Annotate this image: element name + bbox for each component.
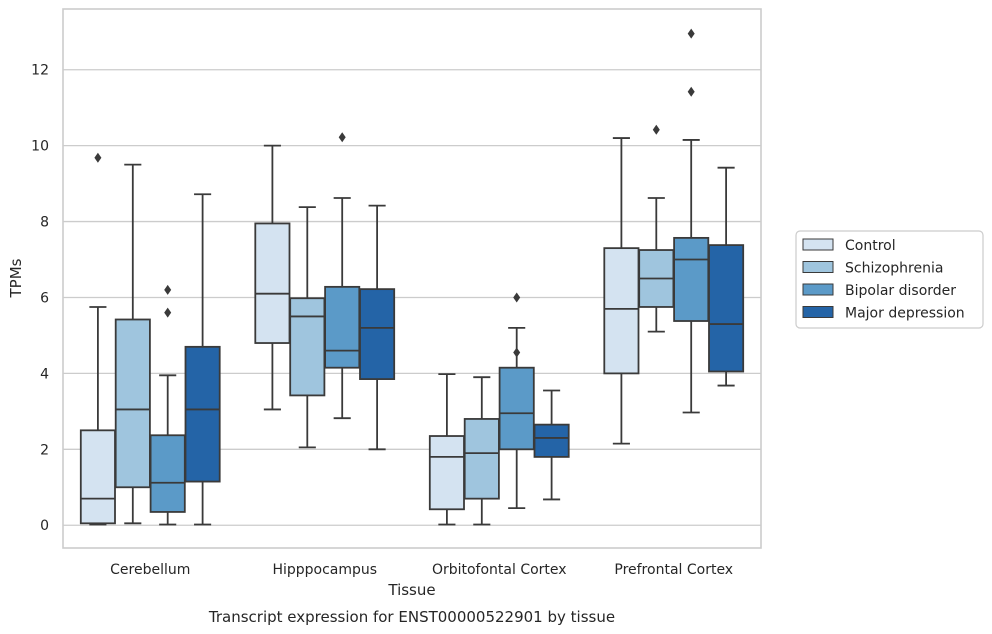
box-plot-groups	[79, 28, 745, 526]
box-group	[463, 376, 500, 526]
x-tick-label: Orbitofontal Cortex	[432, 562, 567, 578]
box-iqr	[149, 434, 186, 513]
outlier-point	[652, 124, 660, 135]
box-iqr	[184, 345, 221, 483]
x-tick-label: Prefrontal Cortex	[614, 562, 733, 578]
legend-swatch	[802, 238, 834, 251]
box-iqr	[289, 297, 326, 397]
y-tick-label: 8	[40, 215, 49, 231]
y-tick-label: 6	[40, 290, 49, 306]
box-group	[149, 284, 186, 526]
y-tick-label: 12	[31, 63, 49, 79]
box-iqr	[673, 236, 710, 322]
box-iqr	[603, 247, 640, 375]
y-tick-label: 2	[40, 442, 49, 458]
box-iqr	[463, 418, 500, 500]
y-axis-label: TPMs	[7, 258, 25, 298]
box-group	[79, 152, 116, 526]
box-group	[533, 389, 570, 501]
outlier-point	[687, 86, 695, 97]
box-iqr	[254, 222, 291, 344]
box-group	[289, 206, 326, 449]
legend-swatch	[802, 283, 834, 296]
box-iqr	[708, 244, 745, 373]
outlier-point	[687, 28, 695, 39]
box-iqr	[498, 366, 535, 451]
box-iqr	[324, 285, 361, 369]
x-axis-label: Tissue	[387, 581, 435, 599]
outlier-point	[164, 284, 172, 295]
box-iqr	[114, 318, 151, 489]
figure-caption: Transcript expression for ENST0000052290…	[208, 608, 615, 626]
legend-label: Control	[845, 238, 896, 254]
box-group	[603, 137, 640, 445]
legend-label: Schizophrenia	[845, 261, 943, 277]
x-axis-ticks: Cerebellum Hipppocampus Orbitofontal Corte…	[110, 562, 733, 578]
box-group	[498, 292, 535, 510]
legend: Control Schizophrenia Bipolar disorder Majo…	[795, 230, 984, 329]
x-tick-label: Hipppocampus	[272, 562, 377, 578]
box-iqr	[359, 288, 396, 380]
legend-label: Major depression	[845, 306, 965, 322]
plot-frame	[62, 8, 762, 549]
y-axis-ticks: 0 2 4 6 8 10 12	[31, 63, 49, 534]
box-iqr	[428, 435, 465, 511]
y-tick-label: 4	[40, 366, 49, 382]
box-group	[638, 124, 675, 333]
box-group	[428, 373, 465, 526]
box-iqr	[79, 429, 116, 525]
box-group	[708, 166, 745, 387]
legend-frame	[795, 230, 984, 329]
outlier-point	[94, 152, 102, 163]
box-group	[359, 204, 396, 451]
y-tick-label: 0	[40, 518, 49, 534]
box-group	[254, 144, 291, 411]
box-group	[324, 132, 361, 420]
legend-label: Bipolar disorder	[845, 283, 956, 299]
legend-swatch	[802, 261, 834, 273]
box-group	[673, 28, 710, 414]
outlier-point	[338, 132, 346, 143]
x-tick-label: Cerebellum	[110, 562, 190, 578]
outlier-point	[164, 307, 172, 318]
box-group	[114, 163, 151, 525]
box-iqr	[533, 423, 570, 458]
box-group	[184, 193, 221, 526]
outlier-point	[513, 347, 521, 358]
y-tick-label: 10	[31, 139, 49, 155]
legend-swatch	[802, 306, 834, 318]
outlier-point	[513, 292, 521, 303]
